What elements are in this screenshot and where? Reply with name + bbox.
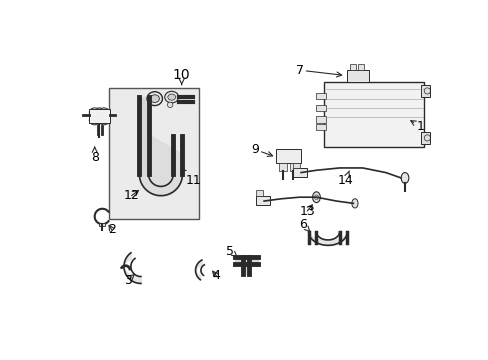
Ellipse shape: [314, 195, 318, 199]
Bar: [88, 109, 110, 122]
Bar: [346, 70, 368, 82]
Bar: [276, 149, 301, 163]
Bar: [256, 195, 270, 205]
Bar: [316, 105, 325, 111]
Text: 1: 1: [410, 120, 424, 133]
Text: 2: 2: [107, 223, 115, 236]
Ellipse shape: [89, 108, 100, 117]
Text: 11: 11: [181, 169, 201, 187]
Ellipse shape: [351, 199, 357, 208]
Bar: [324, 82, 424, 147]
Ellipse shape: [167, 102, 172, 108]
Bar: [316, 93, 325, 99]
Text: 12: 12: [123, 189, 139, 202]
Text: 4: 4: [212, 269, 220, 282]
Ellipse shape: [94, 108, 104, 117]
Ellipse shape: [167, 94, 175, 100]
Bar: [420, 85, 429, 97]
Bar: [256, 190, 262, 195]
Bar: [99, 222, 105, 226]
Text: 10: 10: [173, 68, 190, 82]
Ellipse shape: [400, 172, 408, 183]
Ellipse shape: [99, 116, 109, 125]
Text: 7: 7: [295, 64, 341, 77]
Bar: [349, 64, 356, 70]
Bar: [357, 64, 364, 70]
Ellipse shape: [147, 92, 162, 105]
Text: 9: 9: [250, 143, 272, 157]
Text: 6: 6: [298, 218, 309, 231]
Text: 5: 5: [226, 244, 237, 258]
Bar: [316, 116, 325, 122]
Text: 13: 13: [299, 204, 314, 217]
Ellipse shape: [89, 116, 100, 125]
Ellipse shape: [99, 108, 109, 117]
Bar: [316, 124, 325, 130]
Bar: [293, 168, 306, 177]
Bar: [420, 132, 429, 144]
Bar: [279, 163, 286, 171]
Bar: [293, 163, 299, 168]
Text: 8: 8: [90, 147, 99, 164]
Text: 14: 14: [337, 171, 353, 187]
Ellipse shape: [164, 91, 178, 103]
Bar: [108, 88, 199, 219]
Text: 3: 3: [123, 274, 134, 287]
Ellipse shape: [312, 192, 320, 203]
Bar: [290, 163, 297, 171]
Ellipse shape: [150, 95, 159, 103]
